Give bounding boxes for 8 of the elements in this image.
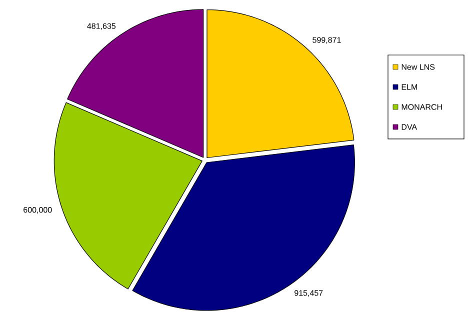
data-label: 599,871 xyxy=(312,37,341,44)
legend-label: MONARCH xyxy=(402,104,442,110)
legend-label: DVA xyxy=(402,124,418,130)
data-label: 915,457 xyxy=(294,290,323,297)
legend-label: ELM xyxy=(402,84,417,90)
data-label: 600,000 xyxy=(24,207,52,214)
legend-label: New LNS xyxy=(402,64,435,70)
data-label: 481,635 xyxy=(87,23,116,30)
